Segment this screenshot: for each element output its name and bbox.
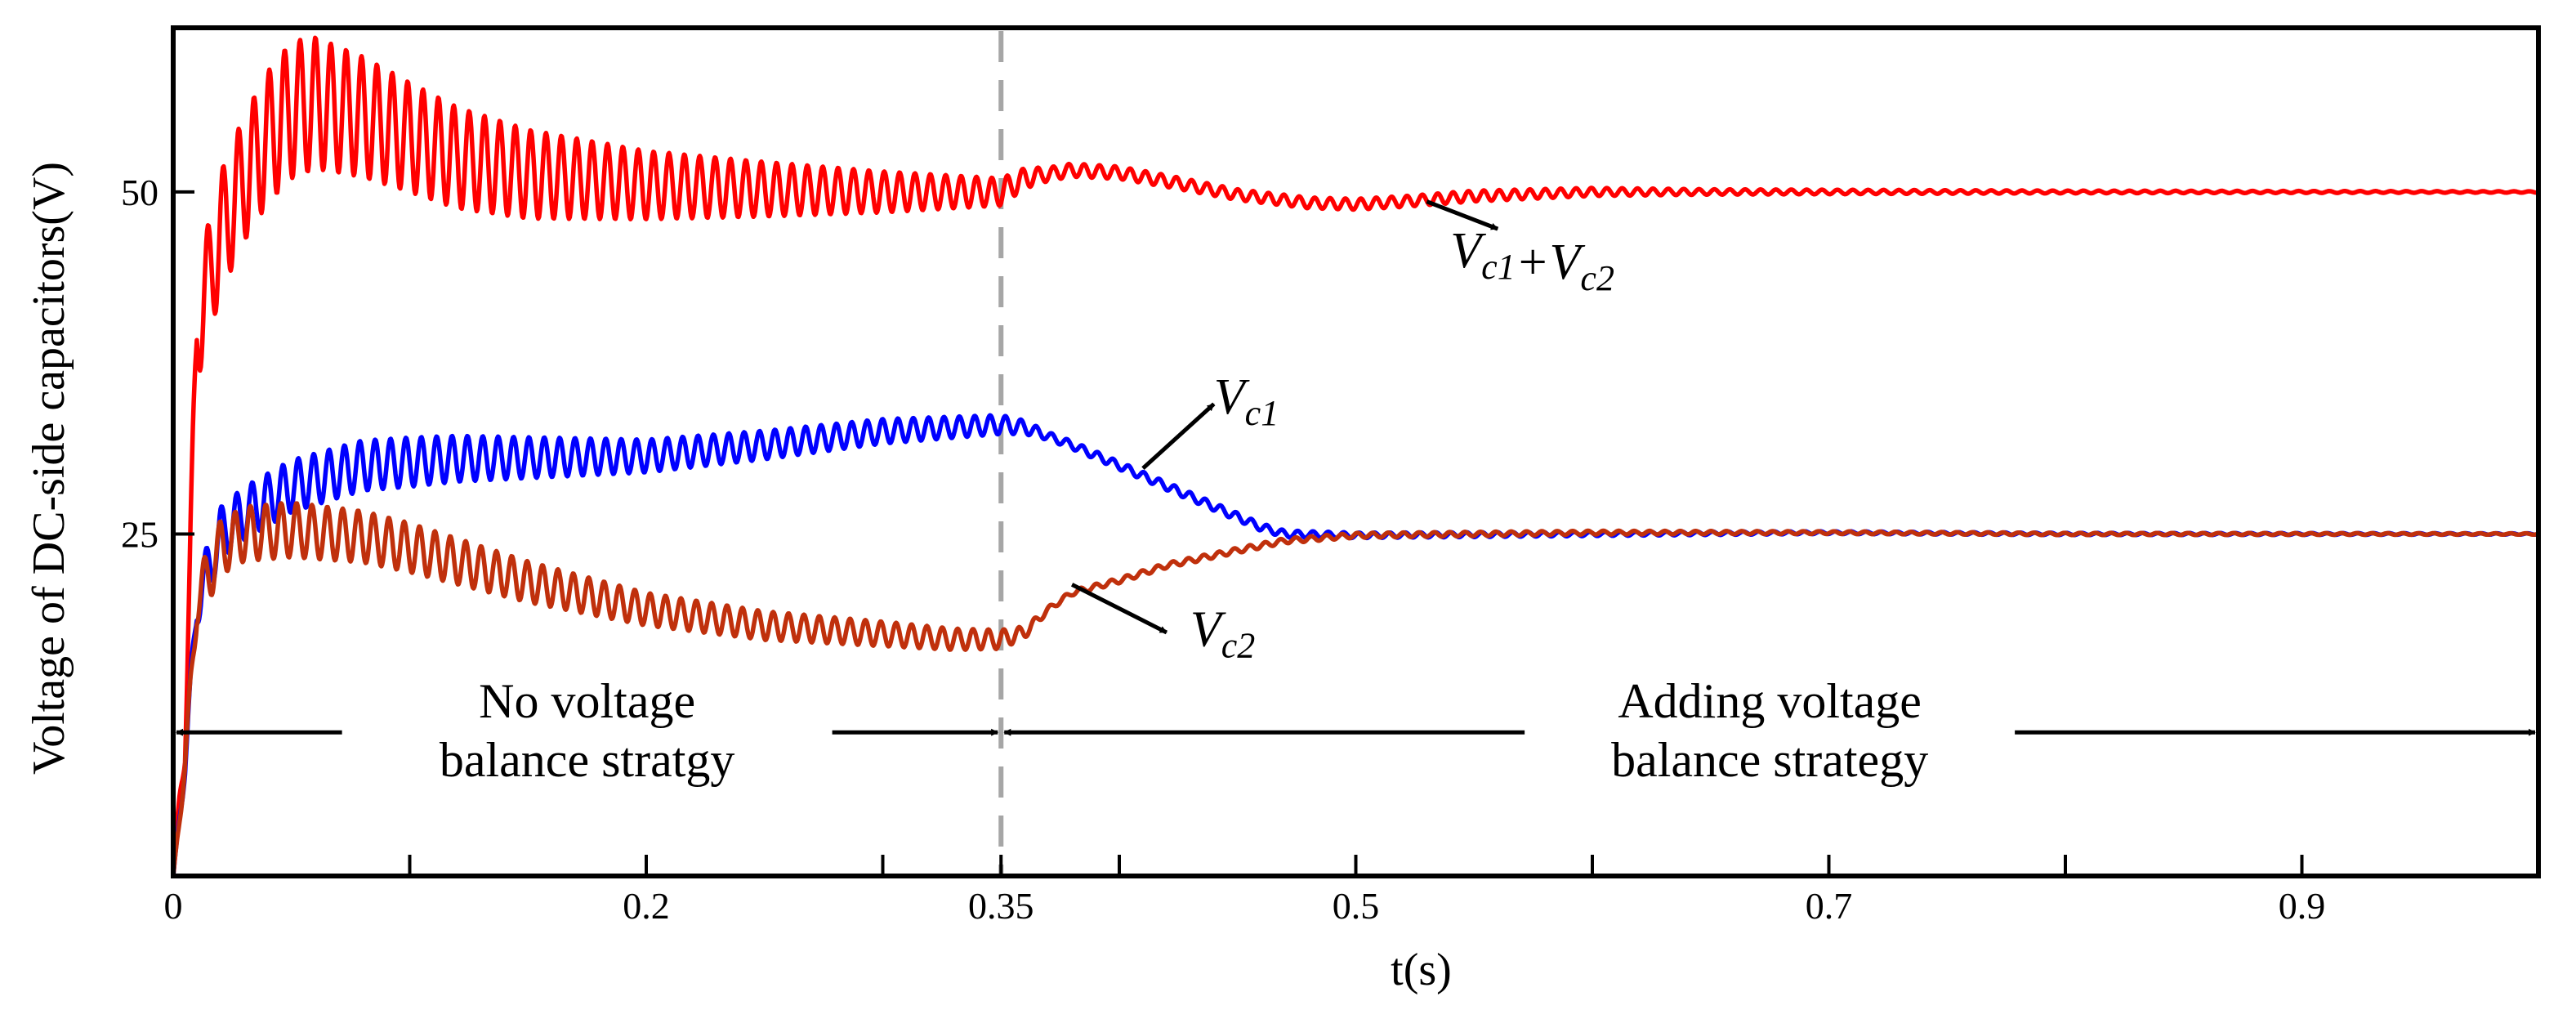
series-label-main: V [1190, 602, 1226, 658]
series-label-subscript: c2 [1580, 258, 1614, 298]
region-annotation-line: Adding voltage [1618, 674, 1922, 728]
series-label-subscript: c1 [1481, 247, 1516, 287]
y-tick-label: 50 [121, 172, 158, 213]
series-line-vc1-plus-vc2 [171, 35, 2540, 877]
region-annotation-line: balance stratgy [440, 733, 735, 787]
axes-layer: 0 0.2 0.35 0.5 0.7 0.9 25 50 [121, 25, 2541, 927]
y-tick-label: 25 [121, 513, 158, 555]
series-line-vc1 [171, 413, 2540, 877]
region-annotation-line: No voltage [479, 674, 695, 728]
series-label: Vc1+Vc2 [1450, 223, 1614, 298]
series-label-arrow [1141, 402, 1216, 470]
series-label-subscript: c1 [1245, 393, 1279, 433]
series-label-main: V [1450, 223, 1486, 279]
x-tick-label: 0.7 [1806, 885, 1853, 927]
series-label-subscript: c2 [1221, 626, 1256, 666]
series-label: Vc2 [1190, 602, 1255, 666]
x-axis-title: t(s) [1391, 945, 1452, 995]
x-tick-label: 0.35 [968, 885, 1034, 927]
y-axis-title: Voltage of DC-side capacitors(V) [24, 162, 74, 775]
x-tick-label: 0.9 [2279, 885, 2326, 927]
series-label-main: +V [1516, 235, 1586, 290]
series-layer [171, 35, 2540, 877]
series-label-main: V [1214, 369, 1250, 425]
series-label-arrow [1070, 583, 1168, 635]
x-tick-label: 0 [164, 885, 183, 927]
series-label-arrow [1426, 199, 1499, 231]
x-tick-label: 0.2 [623, 885, 670, 927]
series-label: Vc1 [1214, 369, 1279, 433]
x-tick-label: 0.5 [1333, 885, 1380, 927]
series-line-vc2 [171, 501, 2540, 877]
region-annotation-line: balance strategy [1611, 733, 1928, 787]
